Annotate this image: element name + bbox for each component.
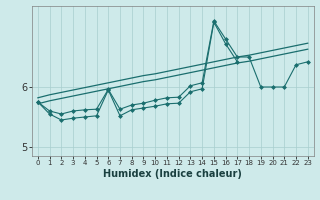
X-axis label: Humidex (Indice chaleur): Humidex (Indice chaleur) (103, 169, 242, 179)
